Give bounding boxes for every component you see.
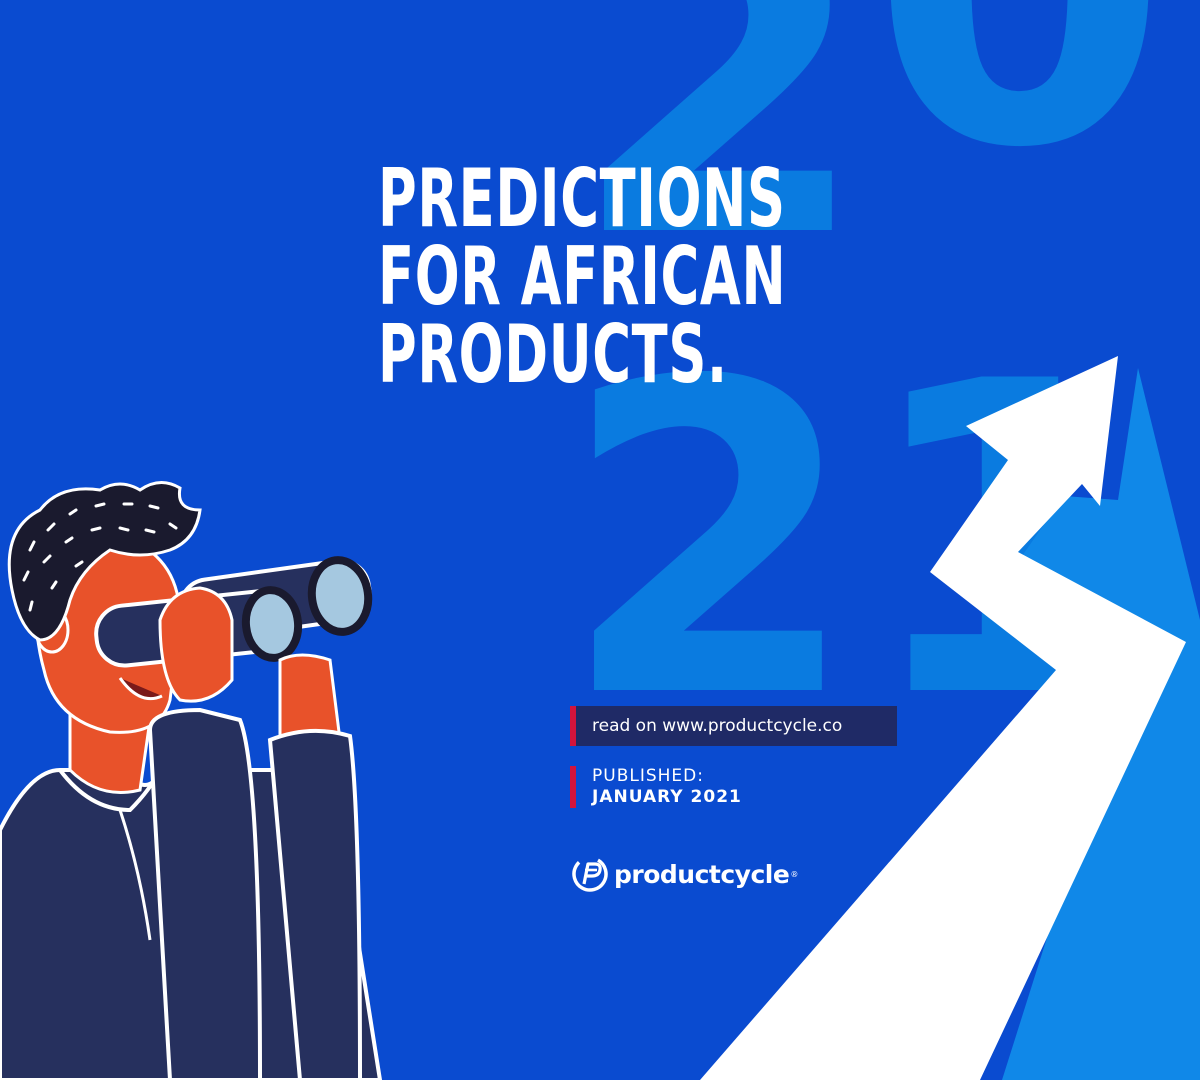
- brand-name: productcycle: [614, 859, 790, 889]
- man-with-binoculars-icon: [0, 481, 383, 1080]
- published-date: JANUARY 2021: [592, 787, 742, 807]
- read-on-link[interactable]: read on www.productcycle.co: [570, 706, 897, 746]
- registered-mark: ®: [790, 869, 799, 879]
- headline-line-3: PRODUCTS.: [378, 308, 728, 401]
- growth-arrow-icon: [700, 356, 1186, 1080]
- published-label: PUBLISHED:: [592, 766, 704, 786]
- headline: PREDICTIONS FOR AFRICAN PRODUCTS.: [378, 152, 787, 401]
- productcycle-logo-icon: [572, 856, 608, 892]
- published-block: PUBLISHED: JANUARY 2021: [570, 766, 742, 808]
- arrow-shadow: [1002, 368, 1200, 1080]
- year-digit-0-top: 0: [870, 0, 1169, 242]
- headline-line-2: FOR AFRICAN: [378, 230, 787, 323]
- year-digit-2-top: 2: [570, 0, 869, 332]
- brand-logo[interactable]: productcycle ®: [570, 852, 798, 896]
- headline-line-1: PREDICTIONS: [378, 152, 786, 245]
